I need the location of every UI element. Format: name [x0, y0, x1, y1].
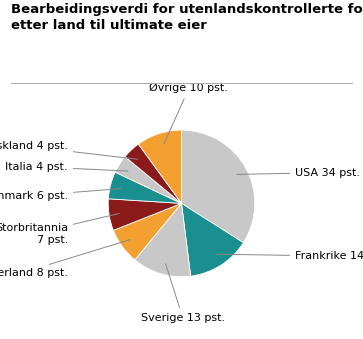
Text: USA 34 pst.: USA 34 pst. — [237, 167, 360, 178]
Wedge shape — [182, 130, 255, 243]
Wedge shape — [108, 172, 182, 203]
Text: Storbritannia
7 pst.: Storbritannia 7 pst. — [0, 214, 119, 245]
Text: Bearbeidingsverdi for utenlandskontrollerte foretak,
etter land til ultimate eie: Bearbeidingsverdi for utenlandskontrolle… — [11, 3, 363, 33]
Wedge shape — [182, 203, 243, 276]
Text: Frankrike 14 pst.: Frankrike 14 pst. — [216, 251, 363, 261]
Wedge shape — [113, 203, 182, 260]
Text: Nederland 8 pst.: Nederland 8 pst. — [0, 240, 130, 278]
Text: Sverige 13 pst.: Sverige 13 pst. — [141, 264, 225, 323]
Text: Danmark 6 pst.: Danmark 6 pst. — [0, 189, 121, 201]
Wedge shape — [108, 199, 182, 231]
Text: Italia 4 pst.: Italia 4 pst. — [5, 162, 128, 172]
Text: Øvrige 10 pst.: Øvrige 10 pst. — [150, 83, 228, 144]
Wedge shape — [125, 144, 182, 203]
Wedge shape — [115, 157, 182, 203]
Wedge shape — [138, 130, 182, 203]
Text: Tyskland 4 pst.: Tyskland 4 pst. — [0, 141, 138, 159]
Wedge shape — [135, 203, 191, 277]
